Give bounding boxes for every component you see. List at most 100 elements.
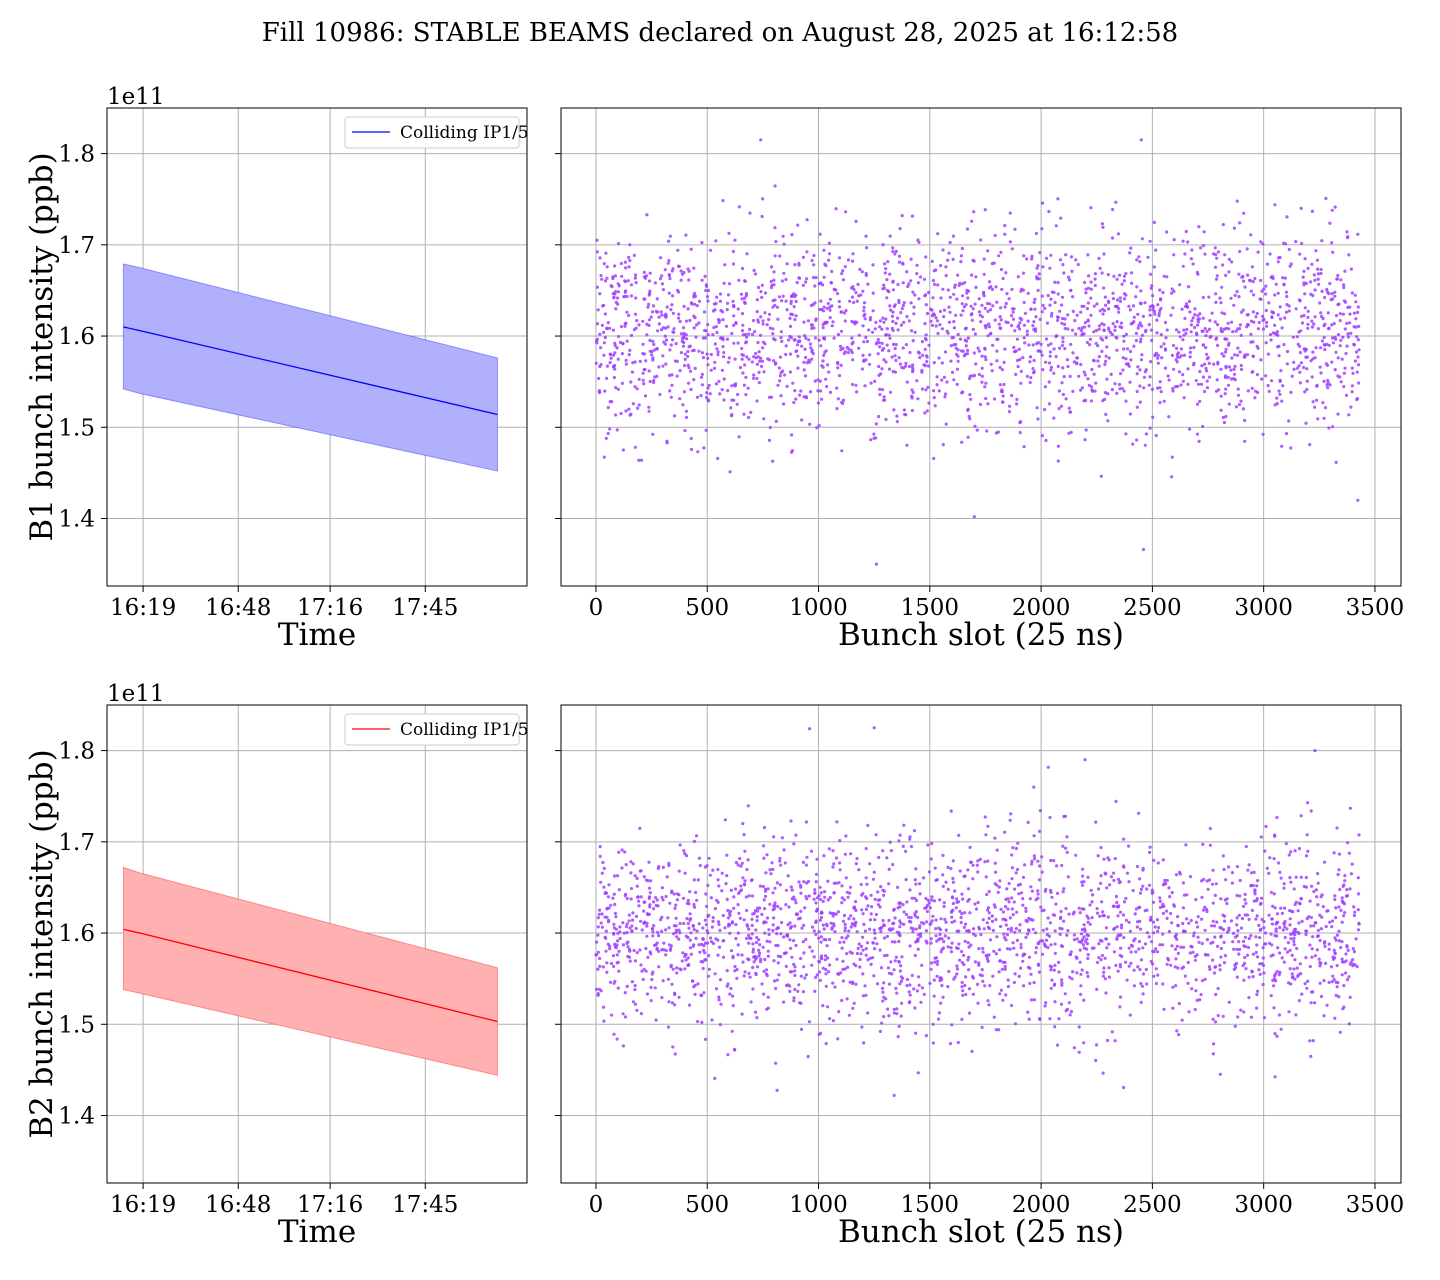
- scatter-point: [1194, 978, 1198, 982]
- scatter-point: [1287, 247, 1291, 252]
- scatter-point: [932, 282, 937, 286]
- scatter-point: [1291, 335, 1295, 339]
- scatter-point: [631, 402, 636, 406]
- scatter-point: [1354, 300, 1358, 304]
- scatter-point: [732, 323, 736, 327]
- scatter-point: [1135, 389, 1139, 394]
- scatter-point: [965, 929, 969, 933]
- scatter-point: [933, 866, 937, 870]
- scatter-point: [1136, 920, 1140, 924]
- scatter-point: [1330, 360, 1334, 364]
- scatter-point: [741, 876, 745, 880]
- scatter-point: [961, 989, 965, 993]
- scatter-point: [905, 900, 909, 904]
- scatter-point: [837, 881, 841, 885]
- scatter-point: [694, 936, 698, 941]
- scatter-point: [695, 395, 700, 399]
- scatter-point: [892, 908, 896, 912]
- scatter-point: [952, 320, 956, 324]
- scatter-point: [661, 865, 666, 870]
- scatter-point: [1067, 1001, 1071, 1005]
- scatter-point: [1251, 354, 1255, 358]
- scatter-point: [605, 970, 609, 975]
- scatter-point: [634, 281, 638, 285]
- scatter-point: [789, 946, 793, 951]
- scatter-point: [786, 983, 790, 987]
- scatter-point: [920, 368, 924, 373]
- scatter-point: [628, 926, 632, 930]
- scatter-point: [1279, 369, 1283, 373]
- scatter-point: [1308, 443, 1312, 447]
- scatter-point: [1224, 387, 1228, 391]
- scatter-point: [1020, 317, 1024, 322]
- scatter-point: [986, 334, 990, 338]
- scatter-point: [1118, 965, 1123, 969]
- scatter-point: [1068, 374, 1072, 378]
- b2-time-marks: [122, 866, 498, 1076]
- scatter-point: [1179, 945, 1183, 949]
- scatter-point: [1337, 995, 1341, 999]
- scatter-point: [673, 1052, 677, 1056]
- scatter-point: [1106, 419, 1110, 423]
- scatter-point: [1042, 908, 1046, 912]
- scatter-point: [871, 877, 876, 881]
- scatter-point: [828, 963, 832, 967]
- scatter-point: [1327, 426, 1331, 430]
- scatter-point: [617, 969, 621, 973]
- scatter-point: [715, 347, 719, 351]
- scatter-point: [652, 304, 656, 308]
- scatter-point: [1236, 346, 1240, 350]
- scatter-point: [1282, 921, 1286, 926]
- scatter-point: [757, 285, 761, 290]
- scatter-point: [1038, 1017, 1042, 1021]
- scatter-point: [635, 876, 639, 881]
- scatter-point: [897, 939, 901, 944]
- scatter-point: [991, 928, 996, 933]
- scatter-point: [1297, 364, 1301, 368]
- scatter-point: [647, 895, 652, 899]
- scatter-point: [1343, 327, 1347, 331]
- scatter-point: [912, 987, 916, 991]
- scatter-point: [1249, 934, 1253, 938]
- scatter-point: [1198, 246, 1203, 250]
- scatter-point: [840, 884, 844, 888]
- scatter-point: [1014, 349, 1018, 353]
- scatter-point: [601, 860, 605, 865]
- scatter-point: [632, 948, 636, 953]
- scatter-point: [608, 944, 612, 948]
- scatter-point: [891, 246, 895, 250]
- scatter-point: [706, 931, 710, 935]
- scatter-point: [1032, 358, 1036, 363]
- scatter-point: [609, 903, 613, 907]
- scatter-point: [1326, 378, 1330, 383]
- scatter-point: [1220, 285, 1224, 289]
- scatter-point: [963, 911, 967, 915]
- scatter-point: [751, 376, 756, 380]
- scatter-point: [1290, 374, 1294, 378]
- scatter-point: [1340, 973, 1344, 977]
- scatter-point: [1110, 332, 1114, 337]
- scatter-point: [1235, 923, 1239, 927]
- scatter-point: [1124, 399, 1128, 403]
- scatter-point: [745, 335, 749, 339]
- scatter-point: [805, 250, 809, 254]
- scatter-point: [633, 385, 637, 389]
- scatter-point: [1239, 333, 1243, 337]
- scatter-point: [736, 341, 740, 345]
- scatter-point: [1225, 930, 1230, 934]
- scatter-point: [1300, 321, 1305, 325]
- scatter-point: [1096, 911, 1100, 915]
- scatter-point: [622, 931, 626, 935]
- scatter-point: [1270, 274, 1274, 278]
- scatter-point: [1195, 402, 1200, 406]
- scatter-point: [1033, 297, 1037, 301]
- scatter-point: [833, 985, 837, 989]
- scatter-point: [1020, 287, 1024, 291]
- scatter-point: [1176, 351, 1180, 355]
- scatter-point: [1139, 982, 1143, 986]
- scatter-point: [820, 911, 824, 915]
- scatter-point: [861, 353, 865, 357]
- scatter-point: [763, 291, 768, 295]
- scatter-point: [775, 881, 779, 885]
- scatter-point: [1304, 854, 1309, 858]
